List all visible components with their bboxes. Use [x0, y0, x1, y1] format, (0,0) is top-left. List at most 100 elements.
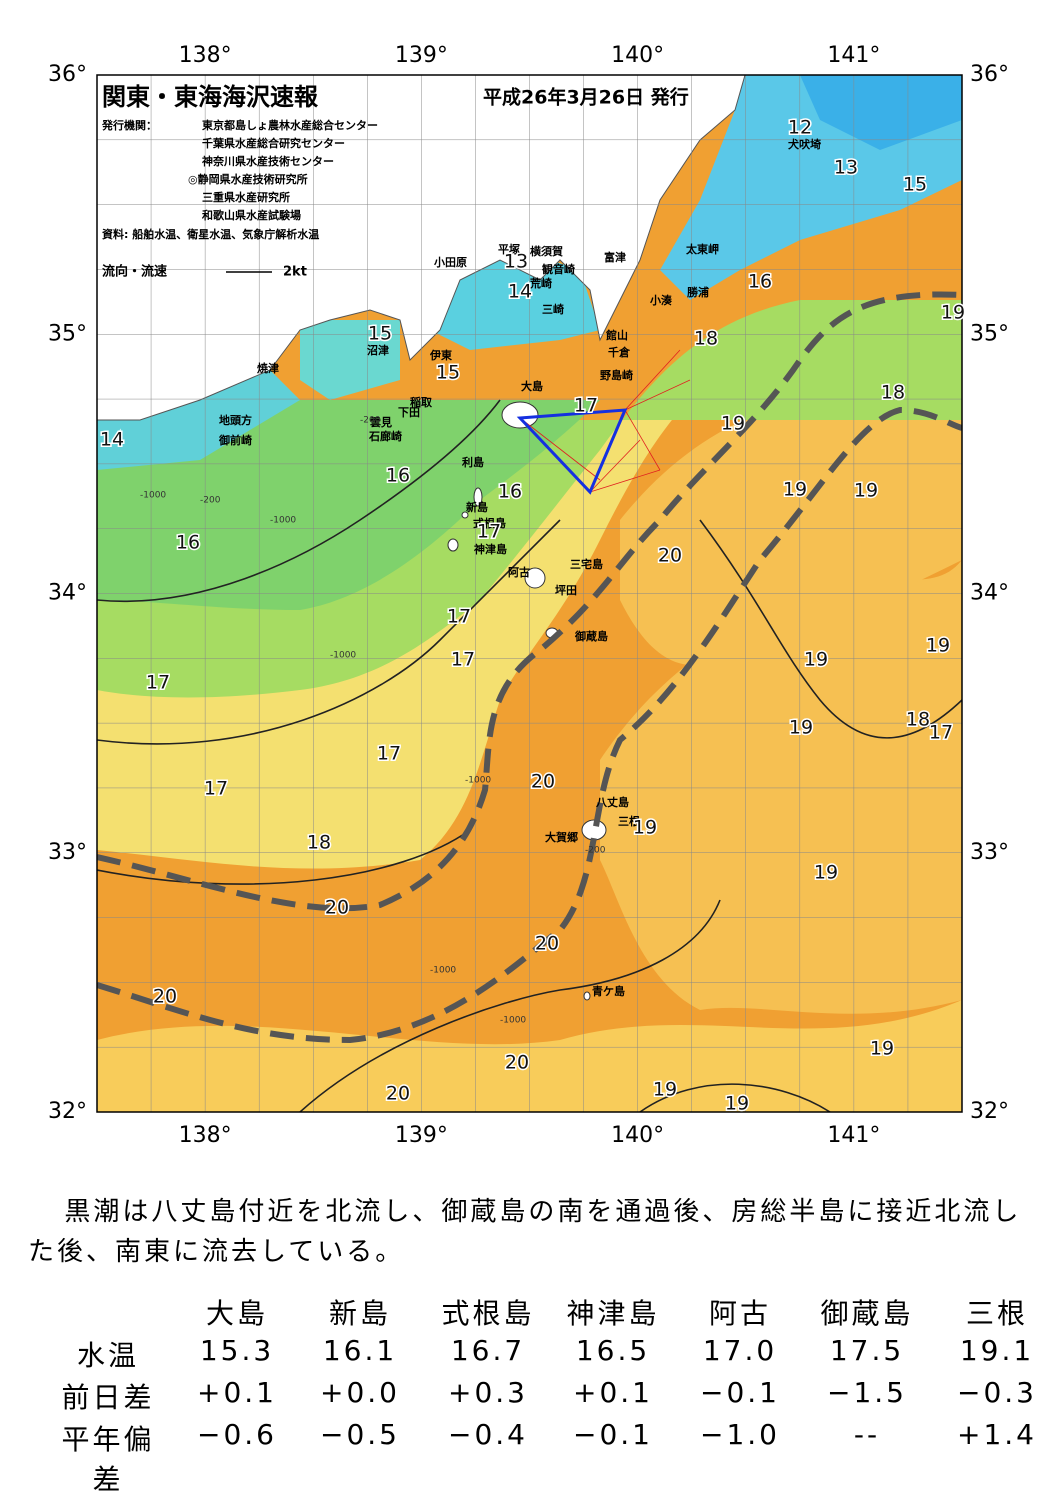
place-name: 野島崎 [600, 368, 633, 382]
isotherm-label: 15 [903, 174, 927, 196]
table-cell: +0.1 [573, 1376, 653, 1409]
column-header: 御蔵島 [820, 1297, 914, 1330]
summary: 黒潮は八丈島付近を北流し、御蔵島の南を通過後、房総半島に接近北流した後、南東に流… [28, 1197, 1022, 1267]
table-cell: 15.3 [199, 1334, 275, 1367]
table-cell: 19.1 [959, 1334, 1035, 1367]
grid [97, 75, 962, 1112]
lat-label: 32° [970, 1099, 1009, 1124]
place-name: 雲見 [370, 416, 392, 429]
table-cell: +0.0 [320, 1376, 400, 1409]
place-name: 平塚 [498, 242, 520, 256]
place-name: 御前崎 [218, 433, 252, 447]
depth-label: -1000 [465, 776, 491, 786]
table-cell: −0.5 [320, 1418, 400, 1451]
isotherm-label: 18 [307, 832, 331, 854]
place-name: 利島 [462, 455, 484, 469]
place-name: 太東岬 [685, 242, 719, 256]
lat-label: 34° [970, 581, 1009, 606]
place-name: 石廊崎 [368, 429, 402, 443]
isotherm-label: 16 [176, 532, 200, 554]
place-name: 伊東 [429, 348, 453, 362]
place-name: 荒崎 [529, 276, 552, 290]
column-header: 新島 [328, 1297, 391, 1330]
place-name: 観音崎 [542, 262, 575, 276]
lat-label: 35° [970, 321, 1009, 346]
lat-label: 36° [970, 62, 1009, 87]
row-label: 水温 [76, 1339, 139, 1372]
place-name: 小田原 [433, 255, 467, 269]
issuer: 神奈川県水産技術センター [202, 154, 334, 168]
place-name: 八丈島 [595, 795, 629, 809]
lon-label: 141° [827, 43, 880, 68]
isotherm-label: 19 [725, 1093, 749, 1115]
column-header: 三根 [965, 1297, 1028, 1330]
lon-label: 140° [611, 43, 664, 68]
isotherm-label: 19 [854, 480, 878, 502]
place-name: 焼津 [257, 361, 279, 375]
table-cell: +0.3 [448, 1376, 528, 1409]
isotherm-label: 13 [834, 157, 858, 179]
depth-label: -1000 [500, 1016, 526, 1026]
lat-label: 35° [48, 321, 87, 346]
source: 資料: 船舶水温、衛星水温、気象庁解析水温 [102, 227, 319, 241]
table-cell: +0.1 [197, 1376, 277, 1409]
isotherm-label: 17 [377, 743, 401, 765]
place-name: 横須賀 [530, 244, 563, 258]
lon-label: 138° [179, 43, 232, 68]
table-cell: 17.0 [702, 1334, 778, 1367]
place-name: 御蔵島 [574, 629, 608, 643]
islands [447, 401, 607, 1001]
lon-label: 138° [179, 1123, 232, 1148]
lon-label: 139° [395, 43, 448, 68]
column-header: 大島 [205, 1297, 268, 1330]
lat-label: 36° [48, 62, 87, 87]
lon-label: 141° [827, 1123, 880, 1148]
isotherm-label: 17 [451, 649, 475, 671]
kuroshio-edge [97, 406, 962, 1044]
isotherm-label: 19 [804, 649, 828, 671]
place-name: 勝浦 [687, 285, 709, 299]
row-label: 前日差 [61, 1381, 155, 1414]
place-name: 三宅島 [570, 557, 603, 571]
lat-label: 33° [48, 840, 87, 865]
isotherm-label: 16 [386, 465, 410, 487]
column-header: 式根島 [441, 1297, 535, 1330]
depth-label: -1000 [140, 491, 166, 501]
depth-label: -1000 [330, 651, 356, 661]
map-body [97, 75, 962, 1112]
issuers: 東京都島しょ農林水産総合センター千葉県水産総合研究センター神奈川県水産技術センタ… [188, 118, 378, 222]
place-name: 神津島 [474, 542, 507, 556]
table-cell: 16.1 [322, 1334, 398, 1367]
table-cell: −0.1 [573, 1418, 653, 1451]
isotherm-label: 16 [748, 271, 772, 293]
isotherm-label: 13 [504, 251, 528, 273]
issuer: 三重県水産研究所 [202, 190, 290, 204]
table-cell: 17.5 [829, 1334, 905, 1367]
isotherm-label: 19 [870, 1038, 894, 1060]
table-cell: −0.3 [957, 1376, 1037, 1409]
isotherm-label: 14 [508, 281, 532, 303]
issuer: 千葉県水産総合研究センター [202, 136, 345, 150]
table-cell: 16.5 [575, 1334, 651, 1367]
isotherm-label: 19 [814, 862, 838, 884]
column-header: 神津島 [566, 1297, 660, 1330]
issuer: ◎静岡県水産技術研究所 [188, 172, 308, 186]
isotherm-label: 19 [941, 302, 965, 324]
place-name: 坪田 [555, 584, 577, 597]
place-name: 三崎 [542, 302, 564, 316]
isotherm-label: 20 [153, 986, 177, 1008]
isotherm-label: 20 [505, 1052, 529, 1074]
depth-label: -1000 [270, 516, 296, 526]
flow-legend: 流向・流速 [102, 264, 167, 280]
isotherm-label: 20 [535, 933, 559, 955]
isotherm-label: 19 [783, 479, 807, 501]
isotherm-label: 19 [926, 635, 950, 657]
survey-route [516, 408, 628, 495]
place-name: 犬吠埼 [788, 137, 821, 151]
lat-label: 32° [48, 1099, 87, 1124]
flow-scale: 2kt [283, 265, 307, 280]
map: 関東・東海海沢速報 平成26年3月26日 発行 発行機関： 東京都島しょ農林水産… [48, 43, 1009, 1148]
depth-label: -200 [585, 846, 606, 856]
